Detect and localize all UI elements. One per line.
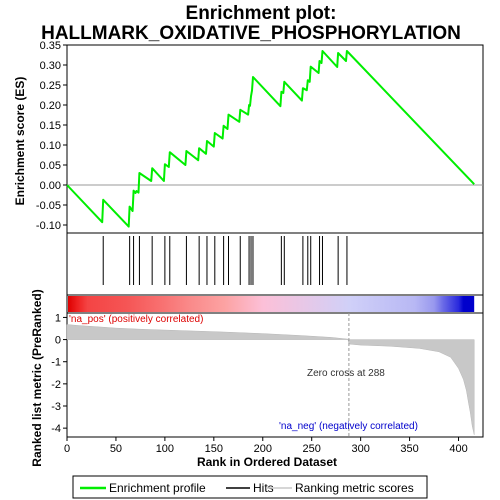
es-panel: -0.10 -0.05 0.00 0.05 0.10 0.15 0.20 0.25 0.30 0.… (36, 40, 484, 234)
metric-tick-label: 0 (55, 335, 61, 347)
es-axis-ticks: -0.10 -0.05 0.00 0.05 0.10 0.15 0.20 0.25 0.30 0.… (36, 40, 67, 232)
es-tick-label: 0.35 (40, 40, 61, 52)
es-tick-label: 0.05 (40, 160, 61, 172)
es-panel-frame (66, 44, 484, 234)
legend-label-hits: Hits (253, 481, 274, 495)
enrichment-profile-line (66, 50, 475, 228)
metric-tick-label: 1 (55, 312, 61, 324)
x-tick-label: 350 (400, 443, 418, 455)
metric-tick-label: -3 (51, 401, 61, 413)
legend-label-metric: Ranking metric scores (295, 481, 414, 495)
color-bar-panel (66, 294, 484, 314)
ranking-metric-area (66, 324, 475, 435)
x-tick-label: 100 (156, 443, 174, 455)
x-tick-label: 300 (351, 443, 369, 455)
hit-markers (102, 236, 348, 285)
legend-label-enrichment: Enrichment profile (109, 481, 206, 495)
metric-ylabel: Ranked list metric (PreRanked) (30, 289, 44, 466)
x-axis-ticks: 0 50 100 150 200 250 300 350 400 (64, 437, 468, 455)
metric-tick-label: -2 (51, 379, 61, 391)
es-tick-label: -0.05 (36, 200, 61, 212)
hits-panel-frame (66, 232, 484, 296)
hits-panel (66, 232, 484, 296)
es-ylabel: Enrichment score (ES) (13, 77, 27, 206)
zero-cross-annotation: Zero cross at 288 (307, 368, 385, 379)
metric-tick-label: -4 (51, 423, 61, 435)
x-tick-label: 200 (254, 443, 272, 455)
chart-subtitle: HALLMARK_OXIDATIVE_PHOSPHORYLATION (41, 23, 461, 44)
es-tick-label: 0.15 (40, 120, 61, 132)
metric-panel: 1 0 -1 -2 -3 -4 'na_pos' (positively correlat… (51, 312, 484, 438)
metric-axis-ticks: 1 0 -1 -2 -3 -4 (51, 312, 67, 435)
x-tick-label: 50 (110, 443, 122, 455)
chart-title: Enrichment plot: (186, 3, 337, 24)
es-tick-label: 0.30 (40, 60, 61, 72)
metric-tick-label: -1 (51, 357, 61, 369)
x-tick-label: 400 (449, 443, 467, 455)
pos-annotation: 'na_pos' (positively correlated) (69, 314, 203, 325)
legend: Enrichment profile Hits Ranking metric s… (72, 475, 428, 499)
x-tick-label: 0 (64, 443, 70, 455)
ranking-color-bar (68, 296, 475, 312)
x-tick-label: 150 (205, 443, 223, 455)
x-axis-label: Rank in Ordered Dataset (197, 455, 337, 469)
neg-annotation: 'na_neg' (negatively correlated) (279, 421, 418, 432)
x-tick-label: 250 (303, 443, 321, 455)
es-tick-label: 0.00 (40, 180, 61, 192)
legend-frame (72, 475, 428, 499)
es-tick-label: 0.10 (40, 140, 61, 152)
es-tick-label: 0.25 (40, 80, 61, 92)
es-tick-label: -0.10 (36, 220, 61, 232)
es-tick-label: 0.20 (40, 100, 61, 112)
